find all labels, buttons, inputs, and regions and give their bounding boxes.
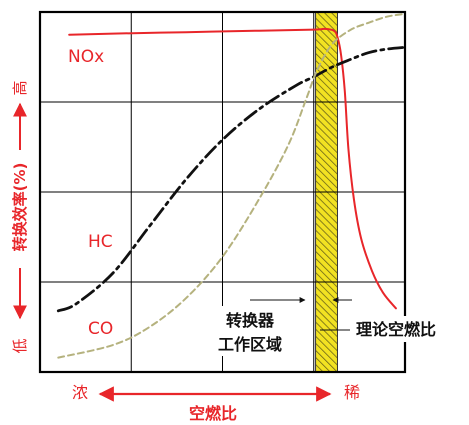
band-annotation: 转换器 工作区域 理论空燃比 [204, 297, 456, 356]
x-axis: 浓 稀 空燃比 [72, 383, 360, 423]
series-layer [56, 12, 407, 359]
y-axis-title: 转换效率(%) [11, 163, 29, 252]
series-label-hc: HC [88, 232, 113, 252]
series-line-nox [68, 27, 397, 310]
y-axis: 高 转换效率(%) 低 [11, 80, 29, 353]
stoich-label: 理论空燃比 [356, 320, 436, 339]
y-axis-top-label: 高 [11, 80, 29, 95]
stoich-label-bg [352, 316, 456, 342]
x-axis-right-label: 稀 [344, 383, 360, 402]
x-axis-left-label: 浓 [72, 383, 88, 402]
band-label-bg [204, 306, 296, 356]
y-axis-bottom-label: 低 [11, 338, 29, 353]
plot-frame [38, 10, 407, 374]
band-label-line-1: 转换器 [226, 311, 275, 330]
series-label-co: CO [88, 319, 113, 339]
series-line-co [57, 12, 406, 359]
series-label-nox: NOx [68, 47, 104, 67]
x-axis-title: 空燃比 [189, 404, 237, 423]
series-line-hc [56, 45, 407, 313]
band-label-line-2: 工作区域 [218, 335, 282, 354]
grid-layer [40, 12, 405, 372]
